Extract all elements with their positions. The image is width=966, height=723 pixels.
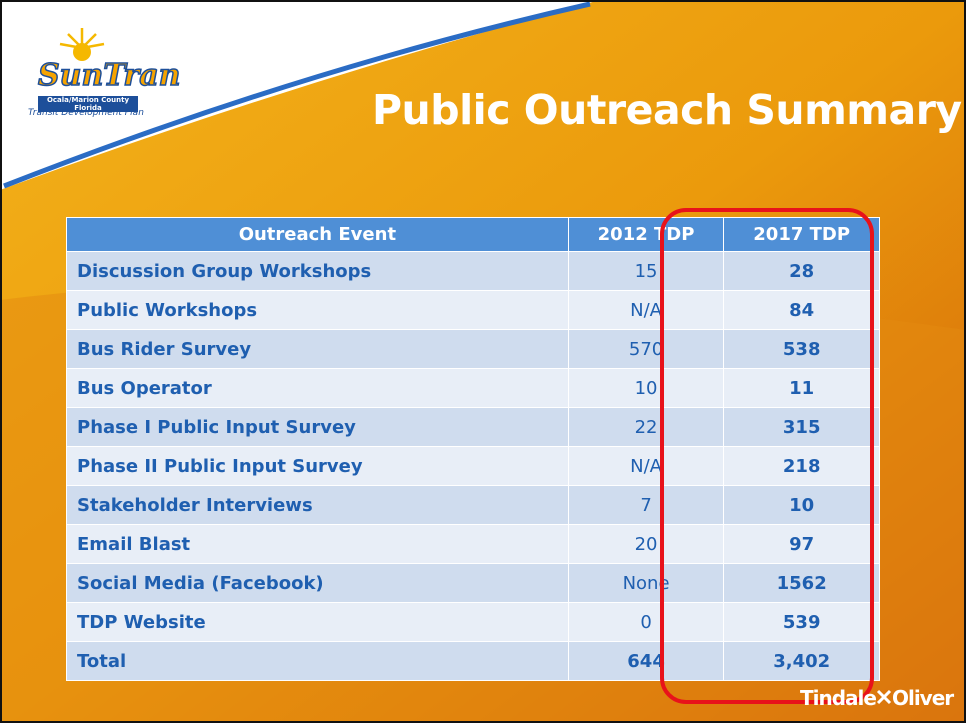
table-cell: Total: [66, 641, 569, 681]
highlight-box: [660, 208, 874, 704]
table-cell: Stakeholder Interviews: [66, 485, 569, 525]
logo-region: Ocala/Marion County Florida: [38, 96, 138, 112]
brand: Tindale Oliver: [800, 686, 954, 710]
brand-icon: [876, 689, 892, 705]
outreach-table: Outreach Event 2012 TDP 2017 TDP Discussio…: [66, 217, 880, 681]
table-cell: Bus Rider Survey: [66, 329, 569, 369]
table-cell: Discussion Group Workshops: [66, 251, 569, 291]
table-row: Total 644 3,402: [66, 641, 880, 681]
table-cell: 10: [567, 368, 725, 408]
table-cell: 22: [567, 407, 725, 447]
table-cell: None: [567, 563, 725, 603]
table-cell: 20: [567, 524, 725, 564]
table-cell: 28: [723, 251, 880, 291]
table-cell: 644: [567, 641, 725, 681]
table-row: Public Workshops N/A 84: [66, 290, 880, 330]
table-cell: Public Workshops: [66, 290, 569, 330]
table-row: Stakeholder Interviews 7 10: [66, 485, 880, 525]
table-cell: Email Blast: [66, 524, 569, 564]
table-row: TDP Website 0 539: [66, 602, 880, 642]
brand-right: Oliver: [891, 686, 954, 710]
table-cell: 315: [723, 407, 880, 447]
logo-name: SunTran: [37, 57, 181, 94]
table-cell: Phase I Public Input Survey: [66, 407, 569, 447]
table-row: Discussion Group Workshops 15 28: [66, 251, 880, 291]
table-cell: 84: [723, 290, 880, 330]
table-cell: 570: [567, 329, 725, 369]
table-cell: N/A: [567, 446, 725, 486]
logo-subtitle: Transit Development Plan: [28, 108, 144, 118]
table-cell: 11: [723, 368, 880, 408]
table-row: Bus Operator 10 11: [66, 368, 880, 408]
table-cell: 7: [567, 485, 725, 525]
table-cell: 218: [723, 446, 880, 486]
brand-left: Tindale: [800, 686, 877, 710]
table-cell: 3,402: [723, 641, 880, 681]
slide-title: Public Outreach Summary: [372, 86, 962, 134]
column-header: Outreach Event: [66, 217, 569, 252]
table-cell: 539: [723, 602, 880, 642]
table-cell: Social Media (Facebook): [66, 563, 569, 603]
table-row: Email Blast 20 97: [66, 524, 880, 564]
table-cell: 97: [723, 524, 880, 564]
table-cell: Bus Operator: [66, 368, 569, 408]
table-cell: N/A: [567, 290, 725, 330]
table-cell: 0: [567, 602, 725, 642]
table-cell: TDP Website: [66, 602, 569, 642]
table-row: Phase I Public Input Survey 22 315: [66, 407, 880, 447]
table-cell: Phase II Public Input Survey: [66, 446, 569, 486]
